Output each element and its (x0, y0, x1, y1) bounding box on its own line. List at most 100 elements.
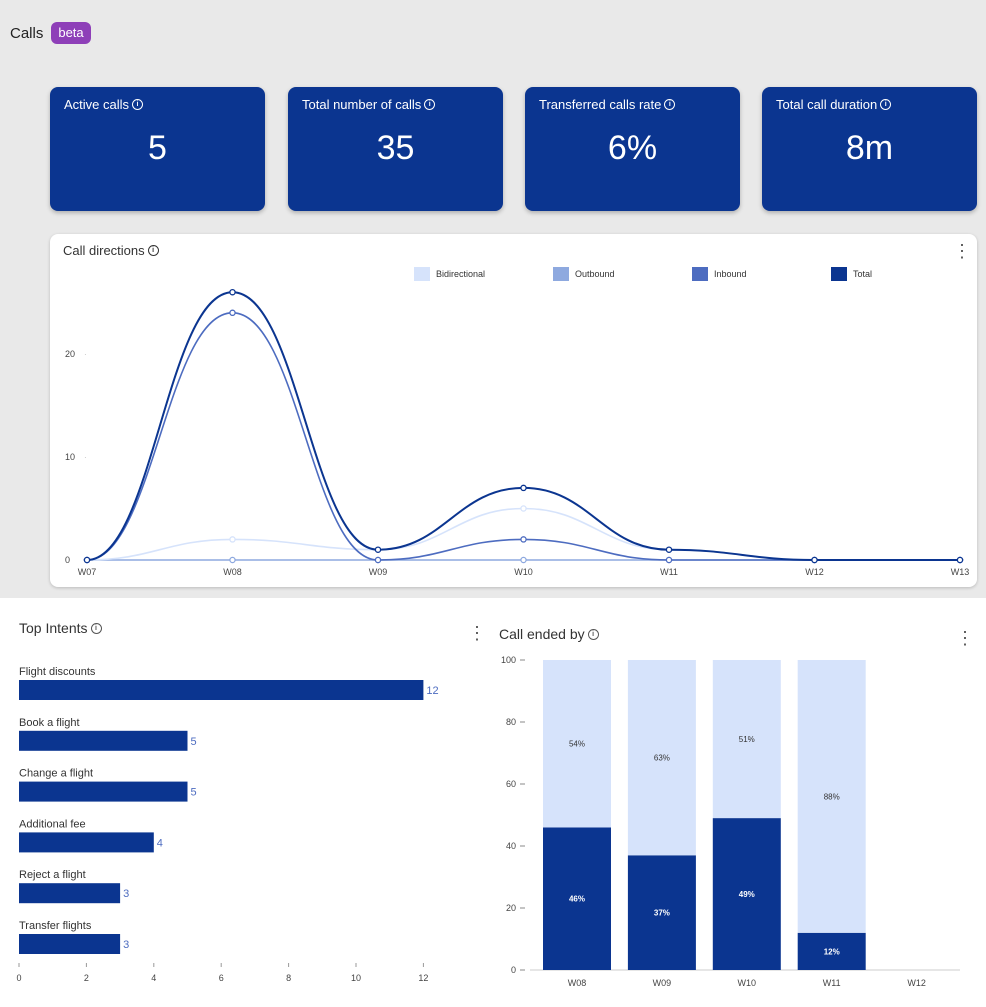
kpi-value: 6% (607, 129, 658, 167)
info-icon[interactable]: i (424, 99, 436, 110)
intent-label: Book a flight (19, 717, 80, 729)
data-point-total (229, 288, 236, 296)
stack-value-label: 51% (739, 735, 755, 744)
chart-legend: Bidirectional Outbound Inbound Total (414, 267, 970, 281)
x-tick-label: 12 (418, 973, 428, 983)
intent-bar (19, 934, 121, 954)
kpi-active-calls: Active calls i 5 (50, 87, 265, 211)
data-point-total (83, 556, 91, 564)
intent-label: Change a flight (19, 768, 93, 780)
legend-item-total[interactable]: Total (831, 267, 970, 281)
x-tick-label: W08 (568, 978, 587, 988)
x-tick-label: 6 (219, 973, 224, 983)
kpi-value: 8m (845, 129, 894, 167)
call-ended-by-chart: 0 20 40 60 80 100 W08 46% 54% W09 37% 63% W10 49% 51% W… (501, 655, 960, 988)
data-point-bidirectional (229, 536, 236, 543)
stack-value-label: 37% (654, 909, 670, 918)
intent-value-label: 4 (157, 837, 163, 849)
x-tick-label: W12 (907, 978, 926, 988)
series-line-inbound (86, 311, 960, 561)
x-tick-label: 4 (151, 973, 156, 983)
stack-bar-lower (627, 855, 696, 970)
y-tick-label: 40 (506, 841, 516, 851)
info-icon[interactable]: i (587, 628, 599, 640)
kpi-total-calls: Total number of calls i 35 (288, 87, 503, 211)
beta-badge: beta (51, 22, 91, 44)
intent-label: Transfer flights (19, 920, 92, 932)
x-tick-label: 10 (351, 973, 361, 983)
info-icon[interactable]: i (664, 99, 676, 110)
stack-value-label: 63% (654, 754, 670, 763)
stack-value-label: 54% (569, 740, 585, 749)
intent-bar (19, 883, 121, 904)
intent-bar (19, 832, 154, 853)
info-icon[interactable]: i (880, 99, 892, 110)
call-ended-by-title: Call ended by (499, 626, 585, 642)
intent-value-label: 5 (191, 787, 197, 799)
y-tick-mark: · (84, 350, 87, 359)
info-icon[interactable]: i (90, 622, 102, 634)
y-tick-label: 60 (506, 779, 516, 789)
y-tick-label: 80 (506, 717, 516, 727)
stack-value-label: 49% (739, 890, 755, 899)
y-tick-label: 20 (65, 349, 75, 359)
y-tick-label: 20 (506, 903, 516, 913)
x-tick-label: W13 (951, 567, 970, 577)
intent-bar (19, 680, 424, 700)
stack-value-label: 46% (569, 895, 585, 904)
y-tick-label: 10 (65, 452, 75, 462)
series-line-total (86, 291, 960, 561)
intent-value-label: 12 (426, 685, 438, 697)
data-point-inbound (520, 536, 527, 543)
x-tick-label: W10 (514, 567, 533, 577)
x-tick-label: W11 (823, 978, 841, 988)
data-point-inbound (374, 556, 382, 564)
x-tick-label: W09 (369, 567, 388, 577)
legend-item-bidirectional[interactable]: Bidirectional (414, 267, 553, 281)
x-tick-label: W10 (738, 978, 757, 988)
info-icon[interactable]: i (132, 99, 144, 110)
data-point-total (374, 546, 382, 553)
data-point-inbound (665, 556, 673, 564)
call-directions-title: Call directions (63, 243, 145, 258)
kpi-label: Total number of calls (302, 97, 422, 112)
x-tick-label: 2 (84, 973, 89, 983)
top-intents-title: Top Intents (19, 620, 88, 636)
x-tick-label: W08 (223, 567, 242, 577)
intent-bar (19, 781, 188, 802)
stack-value-label: 12% (824, 947, 840, 956)
stack-bar-lower (712, 818, 781, 970)
page-header: Calls beta (10, 22, 91, 44)
info-icon[interactable]: i (147, 245, 159, 256)
x-tick-label: W09 (653, 978, 672, 988)
series-line-bidirectional (86, 507, 960, 561)
intent-value-label: 5 (191, 736, 197, 748)
stack-bar-lower (543, 827, 611, 970)
intent-bar (19, 730, 188, 751)
intent-value-label: 3 (123, 888, 129, 900)
page-title: Calls (10, 24, 44, 42)
stack-bar-upper (712, 660, 781, 819)
data-point-outbound (520, 556, 527, 564)
intent-label: Flight discounts (19, 666, 96, 678)
kpi-transferred-rate: Transferred calls rate i 6% (525, 87, 740, 211)
call-directions-card: Call directions i ⋮ Bidirectional Outboun… (50, 234, 977, 587)
kpi-value: 5 (148, 129, 167, 167)
legend-item-inbound[interactable]: Inbound (692, 267, 831, 281)
x-tick-label: 0 (16, 973, 21, 983)
data-point-total (956, 556, 964, 564)
legend-item-outbound[interactable]: Outbound (553, 267, 692, 281)
y-tick-label: 0 (511, 965, 516, 975)
intent-label: Additional fee (19, 818, 86, 830)
kpi-value: 35 (376, 129, 415, 167)
kpi-label: Total call duration (776, 97, 878, 112)
y-tick-label: 0 (65, 555, 70, 565)
kpi-call-duration: Total call duration i 8m (762, 87, 977, 211)
kpi-label: Active calls (64, 97, 130, 112)
stack-bar-upper (797, 660, 866, 933)
x-tick-label: W12 (805, 567, 824, 577)
y-tick-label: 100 (501, 655, 516, 665)
intent-value-label: 3 (123, 939, 129, 951)
data-point-bidirectional (520, 505, 527, 512)
stack-value-label: 88% (824, 792, 840, 801)
